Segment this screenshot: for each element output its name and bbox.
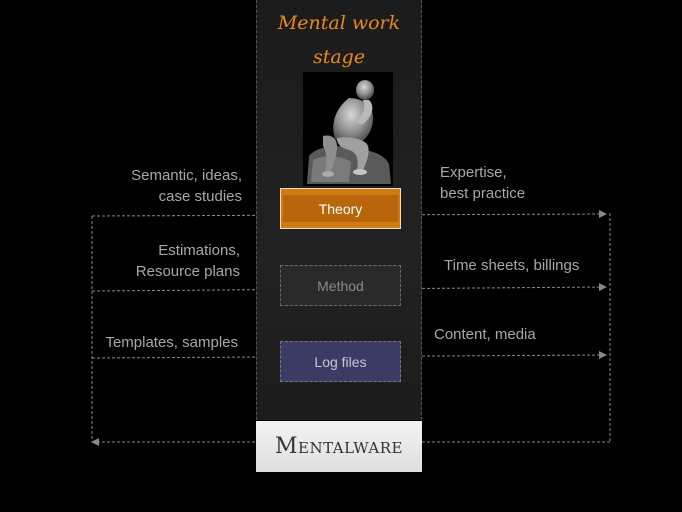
left-label-method-line2: Resource plans	[135, 263, 240, 280]
brand-label: Mentalware	[274, 434, 404, 459]
right-label-log: Content, media	[434, 324, 536, 345]
log-files-label: Log files	[314, 353, 367, 370]
left-label-theory-line1: Semantic, ideas,	[131, 167, 242, 184]
log-files-box: Log files	[280, 341, 401, 382]
left-label-method-line1: Estimations,	[158, 242, 240, 259]
method-label: Method	[317, 277, 364, 294]
right-label-theory: Expertise, best practice	[440, 162, 525, 204]
left-label-theory: Semantic, ideas, case studies	[131, 165, 242, 207]
right-label-method: Time sheets, billings	[444, 255, 579, 276]
right-label-method-line1: Time sheets, billings	[444, 257, 580, 274]
right-label-theory-line2: best practice	[440, 185, 526, 202]
stage-title-line2: stage	[312, 46, 366, 68]
brand-banner: Mentalware	[256, 421, 422, 472]
right-label-log-line1: Content, media	[434, 326, 536, 343]
thinker-statue-icon	[303, 72, 393, 186]
stage-title: Mental work stage	[256, 6, 422, 74]
theory-label: Theory	[318, 200, 363, 217]
theory-box: Theory	[280, 188, 401, 229]
left-label-method: Estimations, Resource plans	[136, 240, 240, 282]
left-label-log: Templates, samples	[105, 332, 238, 353]
left-label-theory-line2: case studies	[158, 188, 242, 205]
method-box: Method	[280, 265, 401, 306]
left-label-log-line1: Templates, samples	[105, 334, 238, 351]
right-label-theory-line1: Expertise,	[440, 164, 507, 181]
stage-title-line1: Mental work	[277, 12, 401, 34]
